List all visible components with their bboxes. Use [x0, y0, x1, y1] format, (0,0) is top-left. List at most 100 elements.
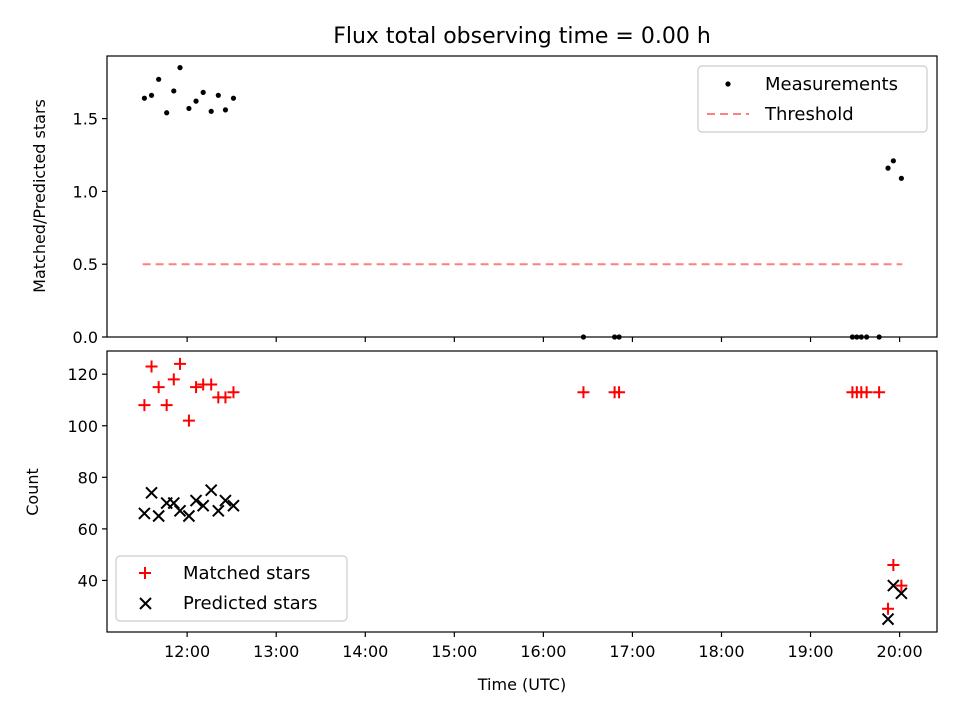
bottom-axes: 40 60 80 100 120 12:00 13:00 14:00 15:00 16:00 17…: [23, 350, 938, 694]
y-tick-label: 80: [78, 468, 98, 487]
legend-predicted-marker: [139, 597, 152, 610]
measurement-point: [164, 110, 170, 116]
x-tick-label: 16:00: [520, 642, 566, 661]
top-axes: 0.0 0.5 1.0 1.5 Matched/Predicted stars Mea…: [30, 55, 938, 347]
top-x-ticks: [186, 337, 901, 342]
predicted-stars-point: [881, 612, 895, 626]
measurement-point: [885, 165, 891, 171]
legend-matched-marker: [139, 567, 151, 579]
top-axes-frame: [106, 55, 938, 338]
top-legend: Measurements Threshold: [697, 65, 928, 133]
measurement-point: [193, 98, 199, 104]
x-tick-label: 19:00: [787, 642, 833, 661]
matched-stars-point: [145, 360, 158, 373]
measurement-point: [141, 95, 148, 101]
bottom-series-layer: [138, 357, 908, 626]
y-tick-label: 40: [78, 571, 98, 590]
x-tick-label: 12:00: [164, 642, 210, 661]
top-y-ticks: 0.0 0.5 1.0 1.5: [73, 110, 107, 347]
matched-stars-point: [613, 386, 626, 399]
bottom-y-ticks: 40 60 80 100 120: [67, 365, 107, 590]
measurement-point: [177, 65, 183, 71]
x-tick-label: 14:00: [342, 642, 388, 661]
matched-stars-point: [895, 579, 908, 592]
predicted-stars-point: [227, 499, 240, 512]
top-legend-box: [697, 65, 928, 133]
top-y-axis-label: Matched/Predicted stars: [30, 99, 49, 293]
matched-stars-point: [174, 357, 187, 370]
measurement-point: [612, 334, 618, 340]
measurement-point: [580, 334, 587, 340]
y-tick-label: 0.0: [73, 328, 98, 347]
matched-stars-point: [860, 386, 873, 399]
y-tick-label: 0.5: [73, 255, 98, 274]
matched-stars-point: [887, 558, 900, 571]
x-axis-label: Time (UTC): [477, 675, 566, 694]
measurement-point: [171, 88, 177, 94]
y-tick-label: 1.0: [73, 182, 98, 201]
y-tick-label: 100: [67, 417, 98, 436]
matched-stars-point: [882, 602, 895, 615]
measurement-point: [858, 334, 864, 340]
bottom-legend-box: [115, 555, 348, 622]
measurement-point: [148, 92, 155, 98]
measurement-point: [208, 108, 214, 114]
measurement-point: [898, 175, 904, 181]
bottom-y-axis-label: Count: [23, 468, 42, 516]
matched-stars-point: [219, 391, 232, 404]
y-tick-label: 60: [78, 520, 98, 539]
measurement-point: [156, 76, 162, 82]
measurement-point: [222, 107, 229, 113]
predicted-stars-point: [145, 486, 158, 499]
measurement-point: [849, 334, 855, 340]
matched-stars-point: [205, 378, 218, 391]
x-tick-label: 13:00: [253, 642, 299, 661]
legend-predicted-label: Predicted stars: [183, 593, 317, 614]
top-series-layer: [141, 65, 904, 340]
measurement-point: [215, 92, 221, 98]
bottom-x-ticks: 12:00 13:00 14:00 15:00 16:00 17:00 18:00 19:00…: [164, 632, 923, 661]
measurement-point: [864, 334, 870, 340]
predicted-stars-point: [212, 504, 225, 518]
legend-matched-label: Matched stars: [183, 563, 310, 584]
measurement-point: [230, 95, 237, 101]
x-tick-label: 17:00: [609, 642, 655, 661]
predicted-stars-point: [152, 509, 165, 523]
matched-stars-point: [190, 381, 203, 394]
y-tick-label: 120: [67, 365, 98, 384]
predicted-stars-point: [138, 507, 151, 520]
x-tick-label: 18:00: [698, 642, 744, 661]
predicted-stars-point: [219, 494, 232, 507]
matched-stars-point: [227, 386, 240, 399]
predicted-stars-point: [173, 504, 187, 518]
chart-title: Flux total observing time = 0.00 h: [333, 24, 711, 49]
predicted-stars-point: [196, 499, 210, 512]
matched-stars-point: [160, 399, 173, 412]
predicted-stars-point: [167, 496, 180, 510]
matched-stars-point: [577, 386, 590, 399]
matched-stars-point: [138, 399, 151, 412]
y-tick-label: 1.5: [73, 110, 98, 129]
x-tick-label: 15:00: [431, 642, 477, 661]
predicted-stars-point: [204, 484, 218, 497]
predicted-stars-point: [182, 509, 196, 523]
bottom-axes-frame: [106, 350, 938, 633]
matched-stars-point: [873, 386, 886, 399]
matched-stars-point: [167, 373, 180, 386]
measurement-point: [876, 334, 882, 340]
measurement-point: [200, 89, 206, 95]
predicted-stars-point: [895, 587, 908, 600]
matched-stars-point: [152, 381, 165, 394]
legend-measurements-label: Measurements: [765, 74, 898, 95]
matched-stars-point: [182, 414, 195, 427]
measurement-point: [854, 334, 860, 340]
measurement-point: [186, 105, 192, 112]
legend-measurements-marker: [725, 81, 731, 87]
legend-threshold-label: Threshold: [764, 104, 854, 125]
measurement-point: [616, 334, 622, 340]
bottom-legend: Matched stars Predicted stars: [115, 555, 348, 622]
x-tick-label: 20:00: [877, 642, 923, 661]
measurement-point: [890, 158, 896, 164]
predicted-stars-point: [189, 494, 203, 507]
